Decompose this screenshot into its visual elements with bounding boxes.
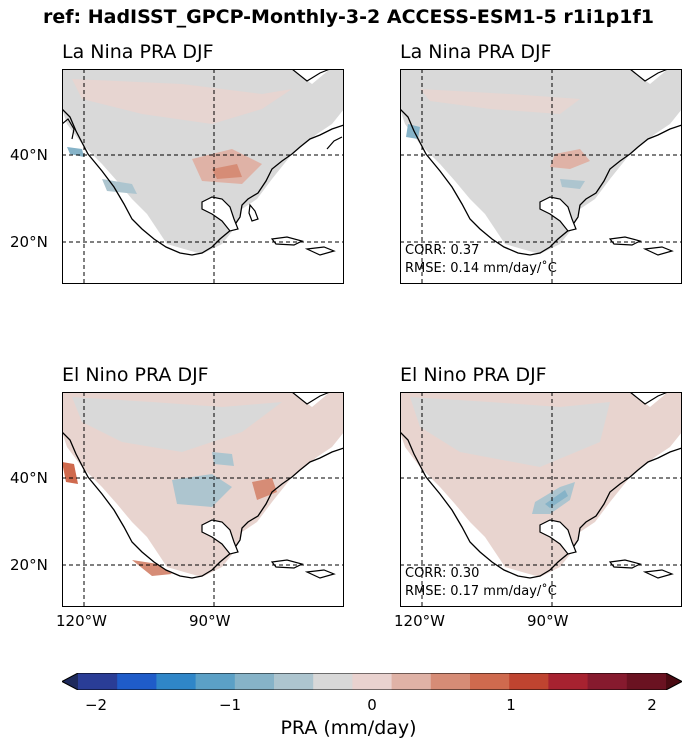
stats-el-nino: CORR: 0.30 RMSE: 0.17 mm/day/˚C [405,565,557,601]
colorbar-cell [470,673,510,690]
colorbar-cell [156,673,197,690]
colorbar-label: PRA (mm/day) [280,717,417,739]
colorbar-extend-max [666,673,682,690]
lon-label-120w: 120°W [394,612,445,630]
colorbar-cell [313,673,353,690]
panel-title-el-nino-obs: El Nino PRA DJF [62,364,209,386]
colorbar-cell [234,673,275,690]
panel-title-la-nina-obs: La Nina PRA DJF [62,41,214,63]
panel-title-el-nino-model: El Nino PRA DJF [400,364,547,386]
rmse-text: RMSE: 0.14 mm/day/˚C [405,261,557,276]
colorbar-cell [430,673,471,690]
colorbar-tick: −1 [218,696,242,714]
rmse-text: RMSE: 0.17 mm/day/˚C [405,584,557,599]
lon-label-90w: 90°W [527,612,569,630]
colorbar-cell [587,673,628,690]
lon-label-120w: 120°W [56,612,107,630]
colorbar-cell [548,673,589,690]
map-panel-la-nina-obs [62,69,344,284]
colorbar-tick: −2 [84,696,108,714]
colorbar-cell [274,673,314,690]
colorbar-cell [352,673,393,690]
map-panel-el-nino-obs [62,392,344,607]
stats-la-nina: CORR: 0.37 RMSE: 0.14 mm/day/˚C [405,242,557,278]
panel-title-la-nina-model: La Nina PRA DJF [400,41,552,63]
lat-label-40n: 40°N [10,469,48,487]
lat-label-20n: 20°N [10,233,48,251]
map-panel-el-nino-model [400,392,682,607]
corr-text: CORR: 0.30 [405,566,480,581]
colorbar-cell [509,673,549,690]
colorbar-tick: 1 [506,696,516,714]
colorbar-cell [626,673,667,690]
colorbar-cell [391,673,432,690]
colorbar-cell [195,673,236,690]
corr-text: CORR: 0.37 [405,243,480,258]
colorbar-cell [117,673,157,690]
map-panel-la-nina-model [400,69,682,284]
colorbar [62,673,682,690]
colorbar-tick: 2 [647,696,657,714]
lat-label-40n: 40°N [10,146,48,164]
lat-label-20n: 20°N [10,556,48,574]
colorbar-cell [78,673,118,690]
figure-title: ref: HadISST_GPCP-Monthly-3-2 ACCESS-ESM… [43,6,654,28]
colorbar-extend-min [62,673,78,690]
colorbar-tick: 0 [367,696,377,714]
lon-label-90w: 90°W [189,612,231,630]
